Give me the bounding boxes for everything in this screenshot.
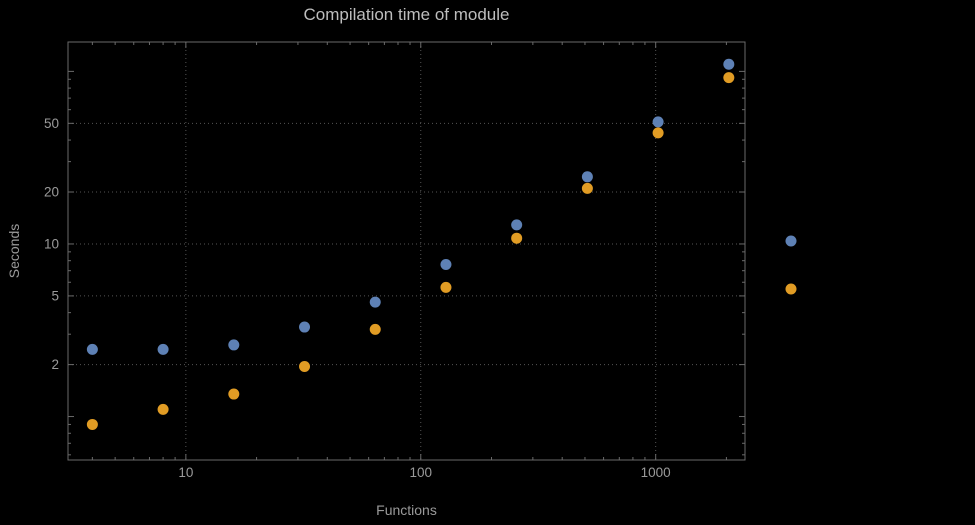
plot-frame (67, 41, 746, 461)
plot-title: Compilation time of module (303, 5, 510, 24)
y-axis-label: Seconds (6, 223, 22, 279)
y-tick-label: 2 (51, 357, 59, 372)
y-tick-label: 20 (44, 185, 59, 200)
data-point-series-2 (511, 232, 523, 244)
x-tick-label: 100 (410, 465, 433, 480)
data-point-series-2 (723, 72, 735, 84)
data-point-series-2 (228, 388, 240, 400)
data-point-series-2 (581, 182, 593, 194)
data-point-series-1 (652, 116, 664, 128)
legend-marker-series-1 (785, 235, 797, 247)
x-axis-label: Functions (376, 502, 437, 518)
data-point-series-2 (440, 281, 452, 293)
y-tick-label: 5 (51, 288, 59, 303)
data-point-series-1 (440, 259, 452, 271)
data-point-series-1 (299, 321, 311, 333)
data-point-series-2 (86, 418, 98, 430)
x-tick-label: 1000 (641, 465, 671, 480)
y-tick-label: 50 (44, 116, 59, 131)
data-point-series-1 (511, 219, 523, 231)
x-tick-label: 10 (178, 465, 193, 480)
data-point-series-2 (652, 127, 664, 139)
data-point-series-2 (157, 403, 169, 415)
legend-marker-series-2 (785, 283, 797, 295)
data-point-series-1 (228, 339, 240, 351)
data-point-series-2 (299, 360, 311, 372)
data-point-series-2 (369, 323, 381, 335)
data-point-series-1 (157, 343, 169, 355)
data-point-series-1 (723, 58, 735, 70)
data-point-series-1 (581, 171, 593, 183)
data-point-series-1 (86, 343, 98, 355)
y-tick-label: 10 (44, 236, 59, 251)
data-point-series-1 (369, 296, 381, 308)
